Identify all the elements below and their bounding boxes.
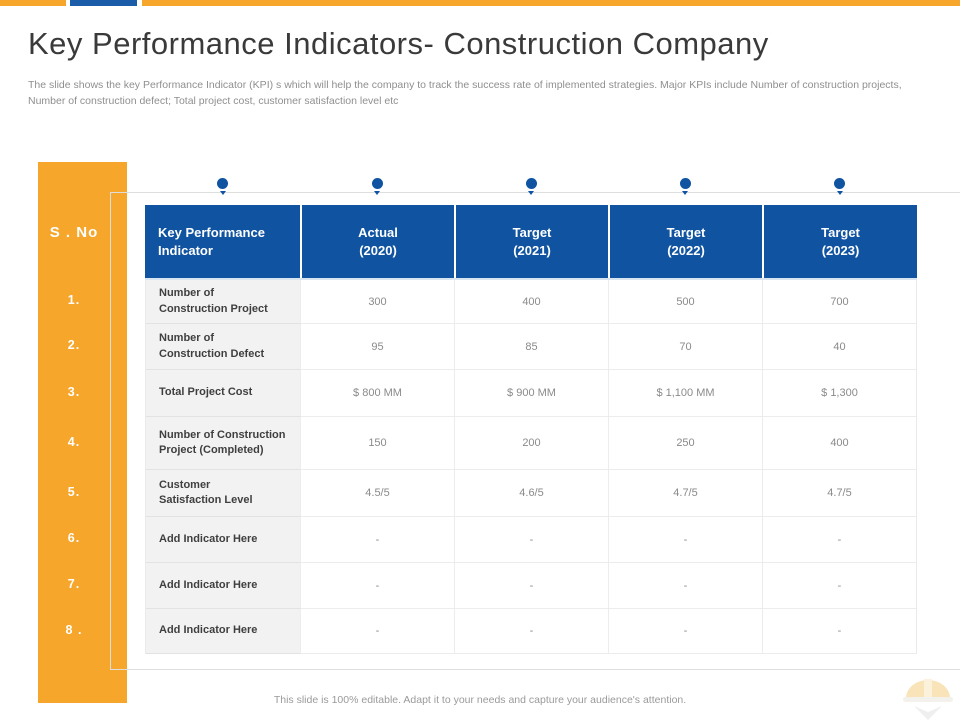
column-marker-row	[145, 178, 917, 200]
dot-tail-icon	[374, 191, 380, 195]
table-row: Number of Construction Defect 95 85 70 40	[146, 324, 916, 370]
value-cell: 700	[762, 280, 916, 324]
header-cell: Target (2023)	[762, 205, 917, 278]
value-cell: 500	[608, 280, 762, 324]
value-cell: 4.7/5	[762, 470, 916, 517]
value-cell: 4.6/5	[454, 470, 608, 517]
serial-number: 7.	[67, 577, 81, 591]
serial-number-panel: S . No 1. 2. 3. 4. 5. 6. 7. 8 .	[38, 162, 127, 703]
kpi-table-header: Key Performance Indicator Actual (2020) Ta…	[145, 205, 917, 280]
table-outline-frame	[110, 192, 960, 670]
row-label-cell: Add Indicator Here	[146, 563, 300, 609]
value-cell: 40	[762, 324, 916, 370]
value-cell: -	[762, 563, 916, 609]
value-cell: -	[300, 517, 454, 563]
top-bar-orange-right	[142, 0, 960, 6]
serial-number: 4.	[67, 434, 81, 449]
table-row: Customer Satisfaction Level 4.5/5 4.6/5 4.7…	[146, 470, 916, 517]
blue-dot-icon	[679, 178, 691, 189]
value-cell: 95	[300, 324, 454, 370]
column-marker	[454, 178, 608, 200]
value-cell: -	[300, 609, 454, 654]
construction-helmet-icon	[903, 679, 953, 720]
value-cell: -	[608, 609, 762, 654]
blue-dot-icon	[217, 178, 228, 189]
column-marker	[300, 178, 454, 200]
serial-number: 6.	[67, 531, 81, 545]
value-cell: -	[454, 517, 608, 563]
column-marker	[608, 178, 762, 200]
value-cell: $ 900 MM	[454, 370, 608, 417]
value-cell: 85	[454, 324, 608, 370]
top-bar-blue-segment	[70, 0, 137, 6]
value-cell: 300	[300, 280, 454, 324]
slide-description: The slide shows the key Performance Indi…	[28, 79, 902, 107]
dot-tail-icon	[682, 191, 688, 195]
value-cell: 4.5/5	[300, 470, 454, 517]
kpi-table-body: Number of Construction Project 300 400 500 7…	[145, 280, 917, 654]
value-cell: -	[454, 563, 608, 609]
header-cell: Target (2022)	[608, 205, 762, 278]
value-cell: 200	[454, 417, 608, 470]
column-marker	[145, 178, 300, 200]
editable-note: This slide is 100% editable. Adapt it to…	[273, 694, 687, 706]
kpi-table: Key Performance Indicator Actual (2020) Ta…	[145, 205, 917, 654]
dot-tail-icon	[528, 191, 534, 195]
serial-number-list: 1. 2. 3. 4. 5. 6. 7. 8 .	[38, 278, 110, 652]
serial-number: 1.	[67, 293, 81, 307]
row-label-cell: Add Indicator Here	[146, 517, 300, 563]
table-row: Add Indicator Here - - - -	[146, 609, 916, 654]
value-cell: 4.7/5	[608, 470, 762, 517]
header-cell: Target (2021)	[454, 205, 608, 278]
row-label-cell: Total Project Cost	[146, 370, 300, 417]
row-label-cell: Number of Construction Project (Complete…	[146, 417, 300, 470]
value-cell: $ 1,100 MM	[608, 370, 762, 417]
value-cell: 70	[608, 324, 762, 370]
table-row: Add Indicator Here - - - -	[146, 517, 916, 563]
serial-number: 2.	[67, 338, 81, 352]
table-row: Total Project Cost $ 800 MM $ 900 MM $ 1,10…	[146, 370, 916, 417]
value-cell: 400	[762, 417, 916, 470]
value-cell: 400	[454, 280, 608, 324]
page-title: Key Performance Indicators- Construction…	[28, 26, 769, 61]
value-cell: 250	[608, 417, 762, 470]
blue-dot-icon	[834, 178, 845, 189]
serial-number-heading: S . No	[49, 224, 99, 241]
row-label-cell: Add Indicator Here	[146, 609, 300, 654]
row-label-cell: Customer Satisfaction Level	[146, 470, 300, 517]
dot-tail-icon	[836, 191, 843, 195]
value-cell: -	[762, 609, 916, 654]
header-cell: Key Performance Indicator	[158, 224, 265, 258]
top-bar-orange-left	[0, 0, 66, 6]
value-cell: -	[608, 563, 762, 609]
value-cell: $ 800 MM	[300, 370, 454, 417]
serial-number: 3.	[67, 384, 81, 399]
header-cell: Actual (2020)	[300, 205, 454, 278]
dot-tail-icon	[219, 191, 226, 195]
value-cell: 150	[300, 417, 454, 470]
serial-number: 5.	[67, 484, 81, 499]
table-row: Number of Construction Project 300 400 500 7…	[146, 280, 916, 324]
value-cell: -	[454, 609, 608, 654]
blue-dot-icon	[371, 178, 383, 189]
row-label-cell: Number of Construction Project	[146, 280, 300, 324]
table-row: Add Indicator Here - - - -	[146, 563, 916, 609]
blue-dot-icon	[525, 178, 537, 189]
row-label-cell: Number of Construction Defect	[146, 324, 300, 370]
table-row: Number of Construction Project (Complete…	[146, 417, 916, 470]
value-cell: -	[300, 563, 454, 609]
value-cell: -	[762, 517, 916, 563]
value-cell: $ 1,300	[762, 370, 916, 417]
column-marker	[762, 178, 917, 200]
value-cell: -	[608, 517, 762, 563]
serial-number: 8 .	[65, 622, 83, 637]
